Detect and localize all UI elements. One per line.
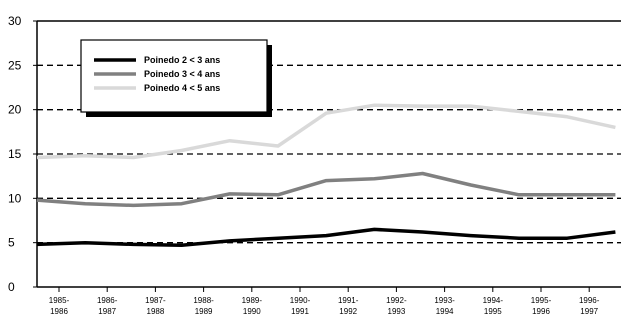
x-tick-label-2-line2: 1988 (147, 307, 165, 316)
x-tick-label-5-line1: 1990- (290, 296, 311, 305)
series-line-3 (36, 103, 616, 160)
x-tick-label-8-line2: 1994 (436, 307, 454, 316)
x-tick-label-4-line1: 1989- (242, 296, 263, 305)
x-tick-label-9-line2: 1995 (484, 307, 502, 316)
legend-label-3: Poinedo 4 < 5 ans (144, 83, 220, 93)
series-lines (36, 103, 616, 248)
y-tick-label-30: 30 (8, 14, 22, 28)
x-tick-label-6-line1: 1991- (338, 296, 359, 305)
x-tick-label-3-line2: 1989 (195, 307, 213, 316)
x-tick-label-9-line1: 1994- (483, 296, 504, 305)
x-tick-label-7-line2: 1993 (388, 307, 406, 316)
x-tick-label-11-line1: 1996- (579, 296, 600, 305)
x-tick-label-1-line2: 1987 (98, 307, 116, 316)
legend: Poinedo 2 < 3 ans Poinedo 3 < 4 ans Poined… (80, 39, 272, 117)
series-line-2 (36, 171, 616, 208)
series-line-1 (36, 227, 616, 248)
y-tick-label-10: 10 (8, 191, 22, 205)
legend-label-1: Poinedo 2 < 3 ans (144, 55, 220, 65)
x-tick-label-11-line2: 1997 (580, 307, 598, 316)
legend-label-2: Poinedo 3 < 4 ans (144, 69, 220, 79)
x-tick-label-4-line2: 1990 (243, 307, 261, 316)
x-tick-label-6-line2: 1992 (339, 307, 357, 316)
y-tick-label-0: 0 (8, 280, 15, 294)
y-tick-label-5: 5 (8, 236, 15, 250)
legend-box (80, 39, 268, 113)
x-tick-label-10-line1: 1995- (531, 296, 552, 305)
x-tick-label-2-line1: 1987- (145, 296, 166, 305)
y-tick-label-20: 20 (8, 103, 22, 117)
x-axis-ticks: 1985- 1986 1986- 1987 1987- 1988 1988- 1989 1989… (49, 287, 600, 316)
gridlines (37, 64, 621, 244)
y-tick-label-15: 15 (8, 147, 22, 161)
x-tick-label-10-line2: 1996 (532, 307, 550, 316)
x-tick-label-1-line1: 1986- (97, 296, 118, 305)
x-tick-label-0-line1: 1985- (49, 296, 70, 305)
x-tick-label-7-line1: 1992- (386, 296, 407, 305)
x-tick-label-8-line1: 1993- (434, 296, 455, 305)
y-tick-label-25: 25 (8, 58, 22, 72)
y-axis-ticks: 0 5 10 15 20 25 30 (8, 14, 37, 294)
x-tick-label-3-line1: 1988- (193, 296, 214, 305)
x-tick-label-0-line2: 1986 (50, 307, 68, 316)
x-tick-label-5-line2: 1991 (291, 307, 309, 316)
